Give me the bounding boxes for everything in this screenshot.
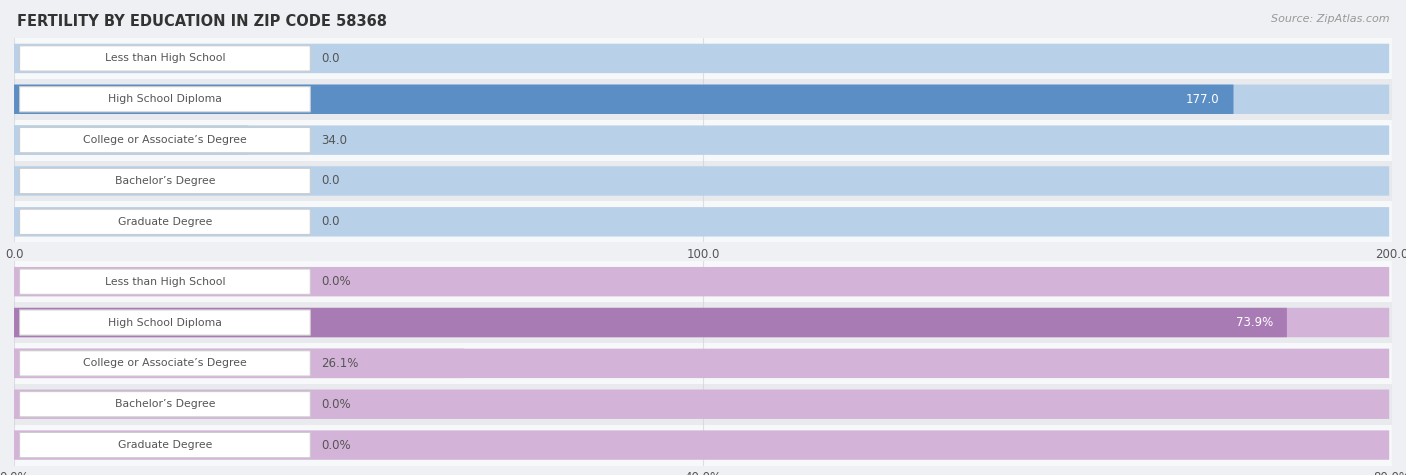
- FancyBboxPatch shape: [20, 351, 311, 376]
- Text: High School Diploma: High School Diploma: [108, 317, 222, 328]
- FancyBboxPatch shape: [20, 310, 311, 335]
- Bar: [14, 120, 1392, 161]
- Bar: [14, 201, 1392, 242]
- Text: 0.0%: 0.0%: [322, 275, 352, 288]
- Text: High School Diploma: High School Diploma: [108, 94, 222, 104]
- Text: Less than High School: Less than High School: [104, 276, 225, 287]
- FancyBboxPatch shape: [20, 86, 311, 112]
- Text: 0.0: 0.0: [322, 174, 340, 188]
- Text: College or Associate’s Degree: College or Associate’s Degree: [83, 135, 247, 145]
- FancyBboxPatch shape: [14, 85, 1233, 114]
- FancyBboxPatch shape: [14, 390, 1389, 419]
- Text: Less than High School: Less than High School: [104, 53, 225, 64]
- Text: FERTILITY BY EDUCATION IN ZIP CODE 58368: FERTILITY BY EDUCATION IN ZIP CODE 58368: [17, 14, 387, 29]
- Text: Source: ZipAtlas.com: Source: ZipAtlas.com: [1271, 14, 1389, 24]
- Bar: [14, 343, 1392, 384]
- FancyBboxPatch shape: [14, 308, 1286, 337]
- FancyBboxPatch shape: [20, 391, 311, 417]
- Bar: [14, 425, 1392, 466]
- FancyBboxPatch shape: [14, 166, 1389, 196]
- Text: College or Associate’s Degree: College or Associate’s Degree: [83, 358, 247, 369]
- Text: 177.0: 177.0: [1187, 93, 1220, 106]
- FancyBboxPatch shape: [20, 46, 311, 71]
- Text: 73.9%: 73.9%: [1236, 316, 1272, 329]
- Text: 0.0: 0.0: [322, 215, 340, 228]
- FancyBboxPatch shape: [20, 127, 311, 153]
- FancyBboxPatch shape: [20, 269, 311, 294]
- Text: Bachelor’s Degree: Bachelor’s Degree: [115, 399, 215, 409]
- FancyBboxPatch shape: [14, 44, 1389, 73]
- Text: 0.0%: 0.0%: [322, 398, 352, 411]
- FancyBboxPatch shape: [20, 209, 311, 235]
- Text: 26.1%: 26.1%: [322, 357, 359, 370]
- FancyBboxPatch shape: [20, 432, 311, 458]
- Text: 0.0%: 0.0%: [322, 438, 352, 452]
- Text: 0.0: 0.0: [322, 52, 340, 65]
- Bar: [14, 384, 1392, 425]
- FancyBboxPatch shape: [14, 349, 464, 378]
- FancyBboxPatch shape: [14, 125, 1389, 155]
- FancyBboxPatch shape: [20, 168, 311, 194]
- Text: Graduate Degree: Graduate Degree: [118, 440, 212, 450]
- Text: 34.0: 34.0: [322, 133, 347, 147]
- Bar: [14, 161, 1392, 201]
- Text: Bachelor’s Degree: Bachelor’s Degree: [115, 176, 215, 186]
- Bar: [14, 38, 1392, 79]
- FancyBboxPatch shape: [14, 267, 1389, 296]
- FancyBboxPatch shape: [14, 308, 1389, 337]
- Bar: [14, 261, 1392, 302]
- Text: Graduate Degree: Graduate Degree: [118, 217, 212, 227]
- FancyBboxPatch shape: [14, 430, 1389, 460]
- FancyBboxPatch shape: [14, 349, 1389, 378]
- Bar: [14, 302, 1392, 343]
- Bar: [14, 79, 1392, 120]
- FancyBboxPatch shape: [14, 125, 249, 155]
- FancyBboxPatch shape: [14, 207, 1389, 237]
- FancyBboxPatch shape: [14, 85, 1389, 114]
